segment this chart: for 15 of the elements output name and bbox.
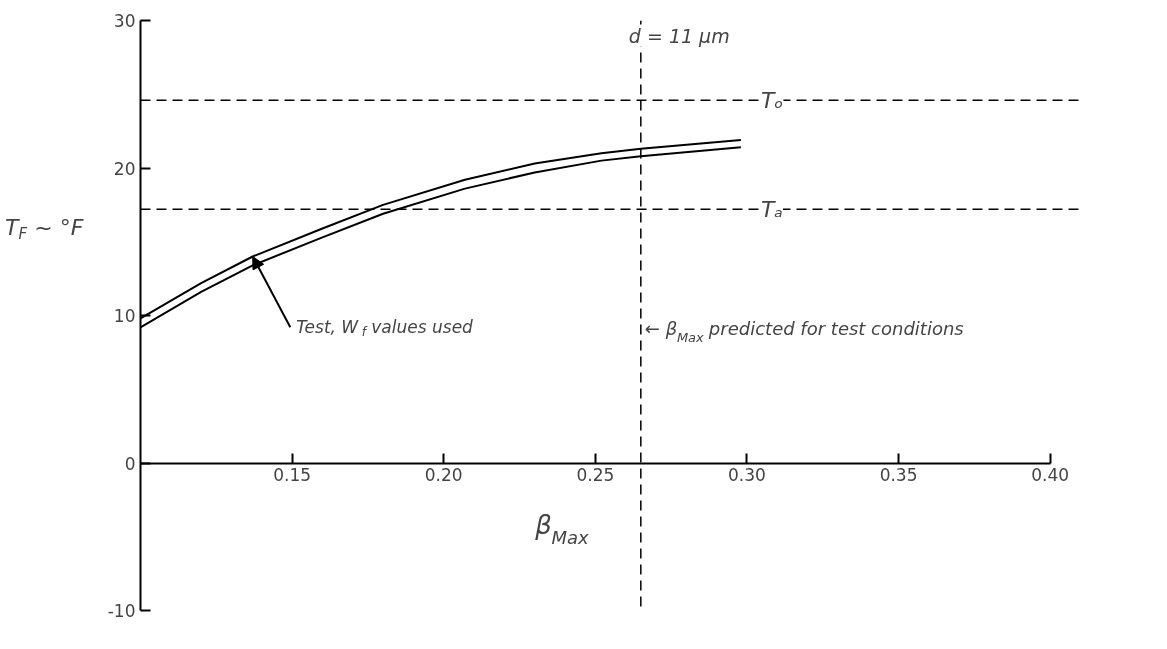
y-tick-label: 10 [113, 306, 136, 326]
ref-line-label: Tₒ [760, 87, 784, 113]
annotation: Test, Wf values used [296, 317, 474, 340]
ref-line-label: Tₐ [760, 196, 783, 222]
annotation: d = 11 μm [628, 24, 730, 47]
x-tick-label: 0.20 [424, 465, 463, 485]
y-tick-label: -10 [107, 601, 136, 621]
y-tick-label: 0 [124, 453, 136, 474]
x-tick-label: 0.25 [576, 465, 615, 485]
y-tick-label: 20 [113, 158, 136, 179]
y-tick-label: 30 [113, 11, 136, 31]
x-tick-label: 0.30 [728, 465, 766, 485]
x-tick-label: 0.35 [879, 465, 918, 485]
x-tick-label: 0.40 [1031, 465, 1070, 485]
x-tick-label: 0.15 [273, 465, 312, 485]
